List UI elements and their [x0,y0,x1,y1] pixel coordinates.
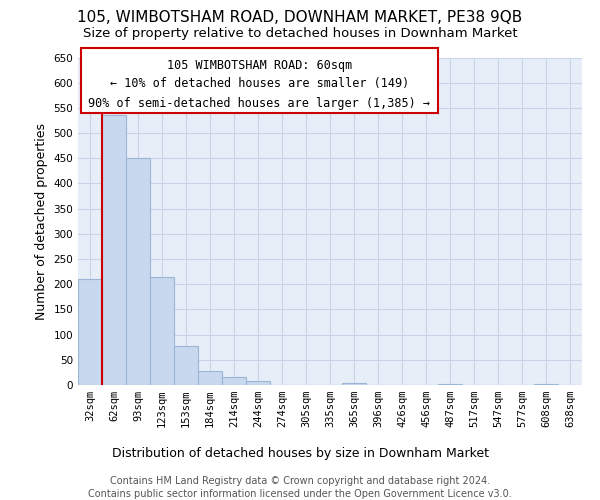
Text: Contains HM Land Registry data © Crown copyright and database right 2024.: Contains HM Land Registry data © Crown c… [110,476,490,486]
Bar [246,381,270,385]
Text: 90% of semi-detached houses are larger (1,385) →: 90% of semi-detached houses are larger (… [88,97,430,110]
Bar [102,116,126,385]
Bar [534,384,558,385]
Text: 105, WIMBOTSHAM ROAD, DOWNHAM MARKET, PE38 9QB: 105, WIMBOTSHAM ROAD, DOWNHAM MARKET, PE… [77,10,523,25]
Text: Distribution of detached houses by size in Downham Market: Distribution of detached houses by size … [112,448,488,460]
Text: ← 10% of detached houses are smaller (149): ← 10% of detached houses are smaller (14… [110,77,409,90]
Bar [198,371,222,385]
Bar [342,384,366,385]
Text: 105 WIMBOTSHAM ROAD: 60sqm: 105 WIMBOTSHAM ROAD: 60sqm [167,59,352,72]
FancyBboxPatch shape [80,48,439,113]
Bar [174,346,198,385]
Bar [78,279,102,385]
Bar [150,276,174,385]
Bar [222,378,246,385]
Text: Contains public sector information licensed under the Open Government Licence v3: Contains public sector information licen… [88,489,512,499]
Bar [438,384,462,385]
Bar [126,158,150,385]
Text: Size of property relative to detached houses in Downham Market: Size of property relative to detached ho… [83,28,517,40]
Y-axis label: Number of detached properties: Number of detached properties [35,122,48,320]
